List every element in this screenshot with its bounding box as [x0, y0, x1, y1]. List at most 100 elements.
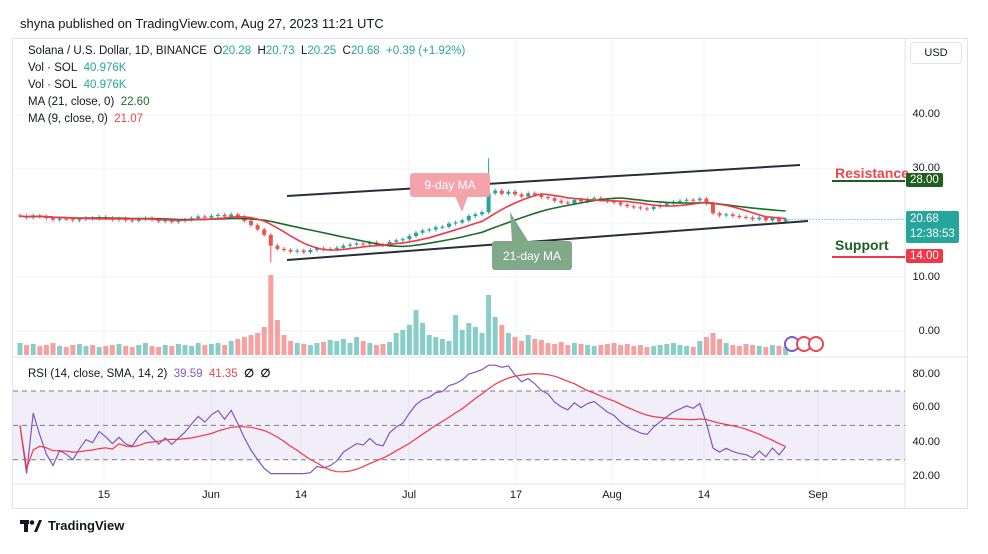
symbol-legend: Solana / U.S. Dollar, 1D, BINANCE O20.28…: [28, 45, 465, 57]
candle-body: [420, 230, 425, 233]
volume-bar: [215, 343, 221, 355]
currency-button[interactable]: USD: [910, 42, 962, 64]
volume-bar: [380, 344, 386, 355]
candle-body: [354, 243, 359, 245]
volume-bar: [189, 346, 195, 355]
vol-label: Vol · SOL: [28, 79, 78, 91]
ma21-legend: MA (21, close, 0) 22.60: [28, 96, 149, 108]
volume-bar: [96, 347, 102, 355]
candle-body: [249, 220, 253, 226]
rsi-sma-value: 41.35: [208, 368, 238, 380]
ma9-legend: MA (9, close, 0) 21.07: [28, 113, 143, 125]
candle-body: [64, 218, 69, 220]
volume-bar: [17, 343, 23, 355]
candle-body: [559, 200, 564, 203]
rsi-tick: 20.00: [912, 470, 940, 482]
volume-bar: [585, 345, 591, 355]
volume-bar: [63, 347, 69, 355]
time-tick: 14: [697, 489, 711, 501]
volume-bar: [50, 343, 56, 355]
volume-bar: [268, 275, 274, 355]
time-tick: Jun: [202, 489, 220, 501]
volume-bar: [149, 346, 155, 355]
volume-bar: [532, 339, 538, 355]
candle-body: [770, 218, 775, 221]
volume-bar: [598, 345, 604, 355]
volume-bar: [763, 347, 769, 355]
candle-body: [513, 191, 517, 195]
volume-bar: [611, 343, 617, 355]
volume-bar: [235, 339, 241, 355]
candle-body: [572, 199, 577, 204]
volume-bar: [631, 346, 637, 355]
volume-bar: [519, 341, 525, 355]
candle-body: [255, 225, 260, 230]
candle-body: [169, 220, 174, 222]
volume-bar: [618, 345, 624, 355]
candle-body: [427, 229, 432, 231]
volume-bar: [710, 333, 716, 355]
volume-bar: [769, 345, 775, 355]
candle-body: [539, 194, 544, 198]
volume-bar: [565, 345, 571, 355]
ma9-arrow: [455, 196, 468, 212]
volume-bar: [433, 337, 439, 355]
candle-body: [730, 214, 735, 216]
candle-body: [18, 215, 22, 217]
volume-bar: [281, 335, 287, 355]
volume-bar: [750, 345, 756, 355]
volume-bar: [486, 295, 492, 355]
candle-body: [506, 191, 511, 194]
candle-body: [724, 214, 729, 216]
volume-bar: [413, 310, 419, 355]
candle-body: [315, 248, 319, 250]
vol-label: Vol · SOL: [28, 62, 78, 74]
candle-body: [486, 193, 491, 213]
ma9-annotation: 9-day MA: [410, 173, 490, 197]
candle-body: [334, 247, 339, 249]
volume-bar: [604, 344, 610, 355]
tradingview-footer[interactable]: TradingView: [20, 518, 124, 533]
candle-body: [750, 217, 755, 220]
volume-bar: [354, 337, 360, 355]
candle-body: [592, 198, 597, 200]
vol-legend-2: Vol · SOL 40.976K: [28, 79, 126, 91]
candle-body: [400, 239, 405, 241]
candle-body: [288, 250, 293, 252]
volume-bar: [387, 342, 393, 355]
candle-body: [664, 203, 669, 206]
ma21-arrow: [510, 212, 528, 241]
candle-body: [176, 220, 181, 222]
candle-body: [579, 199, 583, 202]
support-label: Support: [835, 237, 889, 253]
volume-bar: [756, 346, 762, 355]
candle-body: [77, 219, 82, 221]
volume-bar: [439, 339, 445, 355]
volume-bar: [288, 341, 294, 355]
high-value: 20.73: [265, 45, 295, 57]
volume-bar: [208, 344, 214, 355]
candle-body: [235, 214, 240, 218]
open-label: O: [213, 45, 223, 57]
volume-bar: [169, 346, 175, 355]
candle-body: [546, 197, 550, 199]
candle-body: [612, 201, 616, 203]
volume-bar: [591, 346, 597, 355]
candle-body: [414, 232, 418, 236]
volume-bar: [406, 325, 412, 355]
price-tick: 10.00: [912, 271, 940, 283]
candle-body: [473, 214, 478, 216]
candle-body: [216, 214, 220, 216]
candle-body: [684, 199, 689, 201]
volume-bar: [175, 344, 181, 355]
candle-body: [440, 226, 445, 228]
volume-bar: [723, 343, 729, 355]
volume-bar: [453, 315, 459, 355]
volume-bar: [83, 346, 89, 355]
rsi-tick: 40.00: [912, 436, 940, 448]
volume-bar: [651, 346, 657, 355]
volume-bar: [578, 344, 584, 355]
volume-bar: [109, 345, 115, 355]
candle-body: [711, 203, 715, 214]
